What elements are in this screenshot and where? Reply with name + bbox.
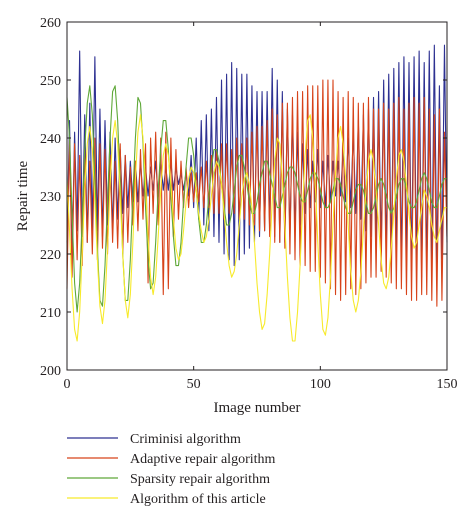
- series-line-2: [66, 79, 448, 307]
- y-tick-label: 260: [40, 16, 61, 31]
- y-tick-label: 210: [40, 306, 61, 321]
- x-tick-label: 100: [310, 377, 331, 392]
- series-line-3: [66, 85, 447, 313]
- series-line-4: [66, 114, 447, 342]
- y-tick-label: 220: [40, 248, 61, 263]
- x-axis-ticks: 0 50 100 150: [64, 22, 458, 392]
- x-axis-title: Image number: [213, 400, 300, 416]
- x-tick-label: 0: [64, 377, 71, 392]
- x-tick-label: 150: [437, 377, 458, 392]
- legend-label: Sparsity repair algorithm: [130, 472, 270, 487]
- y-tick-label: 250: [40, 74, 61, 89]
- series-layer: [66, 44, 448, 342]
- legend-label: Algorithm of this article: [130, 492, 266, 507]
- y-axis-ticks: 200 210 220 230 240 250 260: [40, 16, 447, 379]
- legend-item-1: Criminisi algorithm: [67, 432, 241, 447]
- y-axis-title: Repair time: [15, 160, 31, 231]
- y-tick-label: 230: [40, 190, 61, 205]
- legend-item-3: Sparsity repair algorithm: [67, 472, 270, 487]
- x-tick-label: 50: [187, 377, 201, 392]
- legend: Criminisi algorithm Adaptive repair algor…: [67, 432, 276, 507]
- y-tick-label: 200: [40, 364, 61, 379]
- legend-item-4: Algorithm of this article: [67, 492, 266, 507]
- legend-item-2: Adaptive repair algorithm: [67, 452, 276, 467]
- y-tick-label: 240: [40, 132, 61, 147]
- legend-label: Criminisi algorithm: [130, 432, 241, 447]
- series-line-1: [66, 44, 448, 278]
- legend-label: Adaptive repair algorithm: [130, 452, 276, 467]
